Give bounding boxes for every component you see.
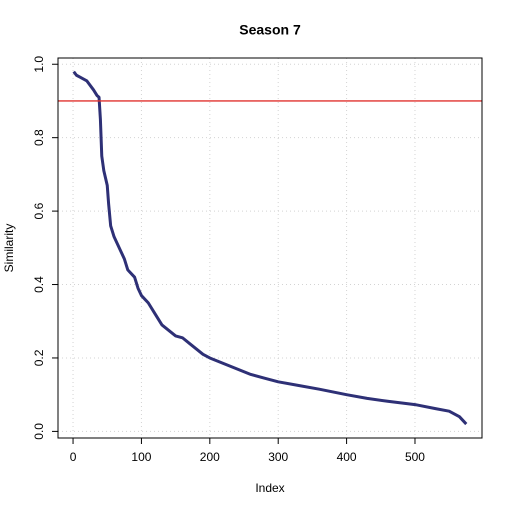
- plot-frame: [57, 57, 483, 439]
- x-tick-label: 500: [405, 450, 425, 464]
- x-tick-label: 400: [337, 450, 357, 464]
- x-axis-label: Index: [255, 481, 284, 495]
- x-tick-label: 100: [131, 450, 151, 464]
- y-tick-label: 1.0: [32, 56, 46, 73]
- y-axis-label: Similarity: [2, 224, 16, 273]
- x-tick-label: 200: [200, 450, 220, 464]
- y-tick-label: 0.8: [32, 129, 46, 146]
- y-tick-label: 0.6: [32, 202, 46, 219]
- x-tick-label: 300: [268, 450, 288, 464]
- y-tick-label: 0.0: [32, 423, 46, 440]
- y-tick-label: 0.2: [32, 349, 46, 366]
- x-tick-label: 0: [70, 450, 77, 464]
- chart-title: Season 7: [239, 22, 301, 38]
- y-tick-label: 0.4: [32, 276, 46, 293]
- data-line: [72, 70, 468, 426]
